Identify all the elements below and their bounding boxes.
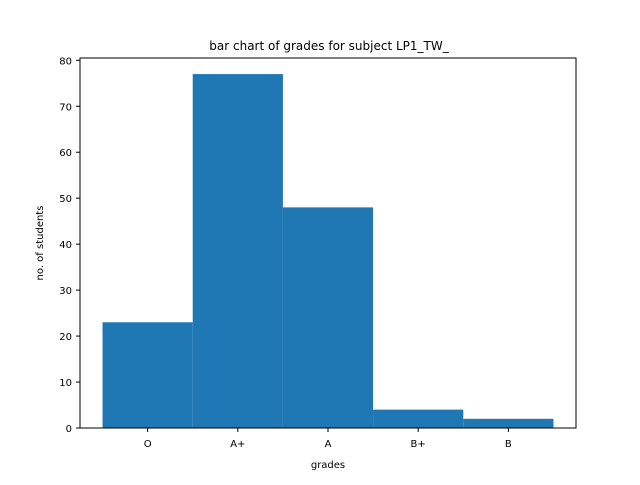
y-tick-label: 40	[59, 240, 72, 251]
y-tick-label: 20	[59, 332, 72, 343]
y-tick-label: 60	[59, 148, 72, 159]
bars-layer	[102, 74, 554, 428]
y-tick-label: 70	[59, 102, 72, 113]
bar-b	[463, 418, 554, 428]
x-axis-ticks: O A+ A B+ B	[144, 428, 512, 450]
x-tick-label: A	[325, 439, 332, 450]
y-tick-label: 80	[59, 56, 72, 67]
y-tick-label: 10	[59, 378, 72, 389]
plot-frame	[79, 57, 577, 429]
chart-title: bar chart of grades for subject LP1_TW_	[209, 39, 449, 53]
y-axis-label: no. of students	[35, 206, 46, 281]
y-tick-label: 0	[66, 424, 72, 435]
bar-a-plus	[192, 74, 283, 428]
x-tick-label: B+	[411, 439, 426, 450]
x-axis-label: grades	[311, 460, 345, 471]
x-tick-label: A+	[230, 439, 245, 450]
bar-o	[102, 322, 193, 428]
y-axis-ticks: 0 10 20 30 40 50 60 70 80	[59, 56, 80, 435]
bar-b-plus	[373, 409, 464, 428]
y-tick-label: 50	[59, 194, 72, 205]
bar-a	[282, 207, 374, 428]
y-tick-label: 30	[59, 286, 72, 297]
x-tick-label: B	[505, 439, 512, 450]
x-tick-label: O	[144, 439, 152, 450]
